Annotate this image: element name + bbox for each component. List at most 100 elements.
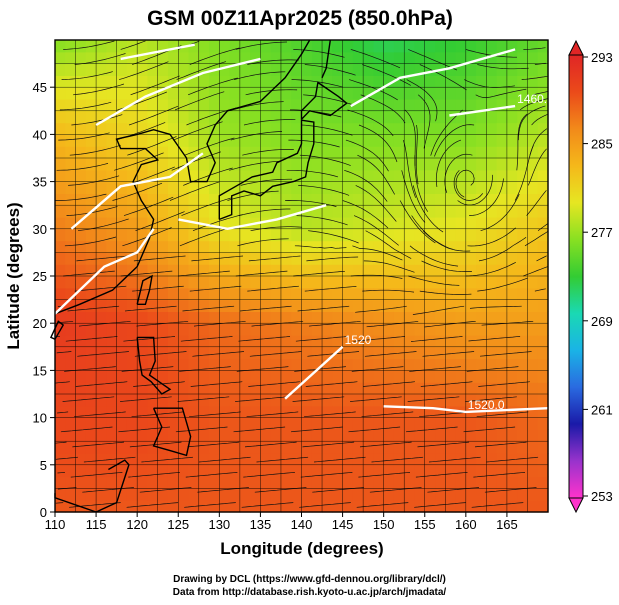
heat-cell	[506, 122, 518, 135]
heat-cell	[486, 346, 498, 360]
heat-cell	[106, 417, 118, 430]
heat-cell	[445, 500, 457, 513]
heat-cell	[116, 311, 128, 324]
heat-cell	[229, 240, 241, 253]
heat-cell	[188, 87, 200, 100]
heat-cell	[404, 99, 416, 112]
heat-cell	[106, 228, 118, 242]
y-tick-label: 5	[40, 458, 47, 473]
heat-cell	[167, 488, 179, 501]
heat-cell	[465, 382, 477, 395]
heat-cell	[280, 441, 292, 454]
x-tick-label: 135	[250, 517, 272, 532]
heat-cell	[260, 476, 272, 489]
heat-cell	[404, 240, 416, 253]
heat-cell	[455, 311, 467, 324]
heat-cell	[157, 476, 169, 489]
heat-cell	[126, 346, 138, 360]
heat-cell	[188, 335, 200, 348]
heat-cell	[219, 276, 231, 289]
heat-cell	[537, 240, 549, 253]
heat-cell	[322, 287, 333, 301]
heat-cell	[465, 217, 477, 230]
heat-cell	[209, 264, 220, 277]
heat-cell	[506, 394, 518, 407]
heat-cell	[96, 110, 107, 124]
heat-cell	[414, 217, 426, 230]
heat-cell	[373, 299, 385, 312]
heat-cell	[126, 146, 138, 159]
heat-cell	[65, 87, 77, 100]
heat-cell	[455, 122, 467, 135]
streamline	[408, 49, 458, 71]
heat-cell	[311, 169, 323, 183]
heat-cell	[116, 464, 128, 478]
heat-cell	[506, 464, 518, 478]
heat-cell	[188, 464, 200, 478]
streamline	[405, 426, 458, 433]
heat-cell	[157, 193, 169, 206]
heat-cell	[527, 311, 539, 324]
streamline	[305, 381, 358, 387]
heat-cell	[167, 335, 179, 348]
heat-cell	[301, 51, 313, 65]
heat-cell	[198, 335, 210, 348]
heat-cell	[250, 382, 262, 395]
heat-cell	[486, 276, 498, 289]
heat-cell	[486, 63, 498, 76]
heat-cell	[537, 228, 549, 242]
streamline	[468, 336, 521, 342]
heat-cell	[270, 181, 282, 194]
heat-cell	[291, 299, 303, 312]
heat-cell	[322, 323, 333, 336]
heat-cell	[178, 417, 190, 430]
heat-cell	[188, 323, 200, 336]
heat-cell	[219, 358, 231, 371]
heat-cell	[178, 299, 190, 312]
heat-cell	[332, 311, 344, 324]
streamline	[363, 260, 415, 273]
heat-cell	[373, 99, 385, 112]
heat-cell	[147, 488, 159, 501]
heat-cell	[291, 287, 303, 301]
heat-cell	[250, 311, 262, 324]
heat-cell	[137, 40, 149, 53]
heat-cell	[393, 370, 405, 383]
heat-cell	[137, 417, 149, 430]
streamline	[56, 351, 72, 354]
heat-cell	[445, 335, 457, 348]
y-tick-label: 35	[33, 175, 47, 190]
heat-cell	[435, 169, 446, 183]
heat-cell	[311, 134, 323, 147]
heat-cell	[126, 311, 138, 324]
grid-lines	[55, 40, 548, 512]
heat-cell	[311, 464, 323, 478]
streamline	[480, 193, 520, 232]
heat-cell	[301, 75, 313, 88]
heat-cell	[332, 464, 344, 478]
heat-cell	[455, 429, 467, 442]
heat-cell	[527, 158, 539, 171]
heat-cell	[219, 417, 231, 430]
heat-cell	[55, 405, 66, 419]
heat-cell	[229, 346, 241, 360]
heat-cell	[178, 441, 190, 454]
heat-cell	[188, 311, 200, 324]
heat-cell	[486, 488, 498, 501]
heat-cell	[250, 181, 262, 194]
heat-cell	[496, 335, 508, 348]
heat-cell	[75, 122, 87, 135]
heat-cell	[506, 99, 518, 112]
streamline	[75, 381, 128, 387]
heat-cell	[106, 193, 118, 206]
heat-cell	[342, 358, 354, 371]
height-contour	[383, 405, 549, 414]
heat-cell	[496, 240, 508, 253]
heat-cell	[424, 370, 436, 383]
heat-cell	[280, 99, 292, 112]
heat-cell	[301, 476, 313, 489]
heat-cell	[435, 311, 446, 324]
heat-cell	[393, 429, 405, 442]
heat-cell	[506, 228, 518, 242]
heat-cell	[219, 146, 231, 159]
